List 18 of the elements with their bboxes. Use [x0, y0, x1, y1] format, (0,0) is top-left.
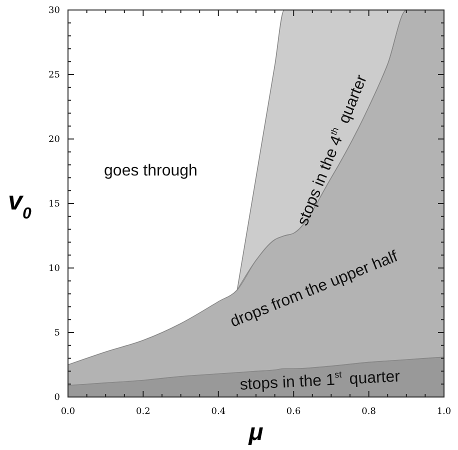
y-axis-title: v$_{0}$	[8, 186, 32, 222]
y-tick-label: 25	[48, 70, 60, 80]
x-tick-label: 0.4	[211, 407, 226, 417]
y-tick-label: 20	[48, 135, 60, 145]
x-tick-label: 0.8	[362, 407, 376, 417]
x-tick-label: 0.0	[60, 407, 76, 417]
y-tick-label: 10	[48, 264, 60, 274]
annotation: stops in the 1$^{st}$ quarter	[239, 368, 402, 394]
annotation: goes through	[104, 162, 198, 180]
y-tick-label: 5	[54, 328, 60, 338]
x-tick-label: 0.6	[286, 407, 302, 417]
x-tick-label: 0.2	[136, 407, 150, 417]
y-tick-label: 15	[48, 200, 60, 210]
y-tick-label: 30	[48, 6, 60, 16]
x-tick-label: 1.0	[436, 407, 452, 417]
y-tick-label: 0	[54, 393, 60, 403]
x-axis-title: μ	[248, 419, 264, 446]
annotation: drops from the upper half	[228, 248, 401, 332]
